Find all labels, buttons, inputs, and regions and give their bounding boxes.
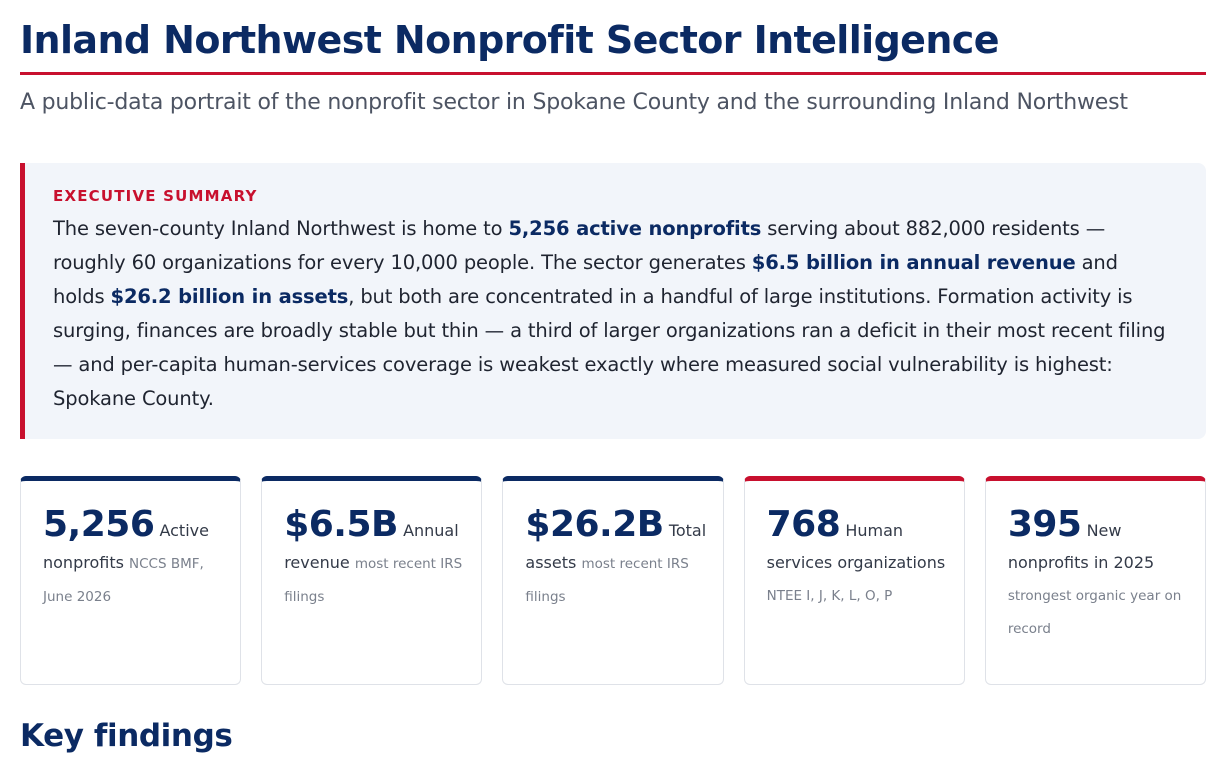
- stat-label: New nonprofits in 2025: [1007, 521, 1155, 572]
- page-title: Inland Northwest Nonprofit Sector Intell…: [20, 18, 1000, 62]
- stat-card-content: 768 Human services organizations NTEE I,…: [766, 507, 948, 612]
- stat-card-active-nonprofits: 5,256 Active nonprofits NCCS BMF, June 2…: [20, 476, 242, 685]
- executive-summary: EXECUTIVE SUMMARY The seven-county Inlan…: [20, 163, 1206, 439]
- executive-summary-label: EXECUTIVE SUMMARY: [53, 187, 258, 205]
- executive-summary-text: The seven-county Inland Northwest is hom…: [53, 212, 1166, 416]
- summary-text-4: , but both are concentrated in a handful…: [53, 285, 1166, 410]
- stat-card-content: 395 New nonprofits in 2025 strongest org…: [1007, 507, 1189, 645]
- stat-label: Active nonprofits: [43, 521, 209, 572]
- stat-card-content: 5,256 Active nonprofits NCCS BMF, June 2…: [43, 507, 224, 613]
- stat-card-annual-revenue: $6.5B Annual revenue most recent IRS fil…: [261, 476, 483, 685]
- stat-card-content: $6.5B Annual revenue most recent IRS fil…: [284, 507, 465, 613]
- stat-cards: 5,256 Active nonprofits NCCS BMF, June 2…: [20, 476, 1207, 685]
- stat-card-content: $26.2B Total assets most recent IRS fili…: [525, 507, 707, 613]
- summary-highlight-revenue: $6.5 billion in annual revenue: [751, 251, 1076, 274]
- stat-card-total-assets: $26.2B Total assets most recent IRS fili…: [502, 476, 724, 685]
- stat-label: Annual revenue: [284, 521, 459, 572]
- stat-value: $6.5B: [284, 504, 398, 545]
- stat-label: Human services organizations: [766, 521, 946, 572]
- stat-value: $26.2B: [525, 504, 664, 545]
- page-subtitle: A public-data portrait of the nonprofit …: [20, 90, 1128, 115]
- stat-value: 5,256: [43, 504, 155, 545]
- stat-note: NCCS BMF, June 2026: [43, 556, 204, 605]
- stat-note: most recent IRS filings: [525, 556, 689, 605]
- stat-value: 395: [1007, 504, 1082, 545]
- stat-note: strongest organic year on record: [1007, 588, 1182, 637]
- stat-note: NTEE I, J, K, L, O, P: [766, 588, 893, 604]
- stat-card-new-nonprofits: 395 New nonprofits in 2025 strongest org…: [984, 476, 1207, 685]
- title-divider: [20, 72, 1206, 75]
- summary-highlight-assets: $26.2 billion in assets: [110, 285, 349, 308]
- key-findings-heading: Key findings: [20, 718, 233, 754]
- summary-text-1: The seven-county Inland Northwest is hom…: [53, 217, 509, 240]
- summary-text-3: and holds: [53, 251, 1118, 308]
- stat-value: 768: [766, 504, 841, 545]
- stat-label: Total assets: [525, 521, 707, 572]
- stat-card-human-services: 768 Human services organizations NTEE I,…: [743, 476, 965, 685]
- summary-highlight-nonprofits: 5,256 active nonprofits: [508, 217, 762, 240]
- stat-note: most recent IRS filings: [284, 556, 463, 605]
- summary-text-2: serving about 882,000 residents — roughl…: [53, 217, 1106, 274]
